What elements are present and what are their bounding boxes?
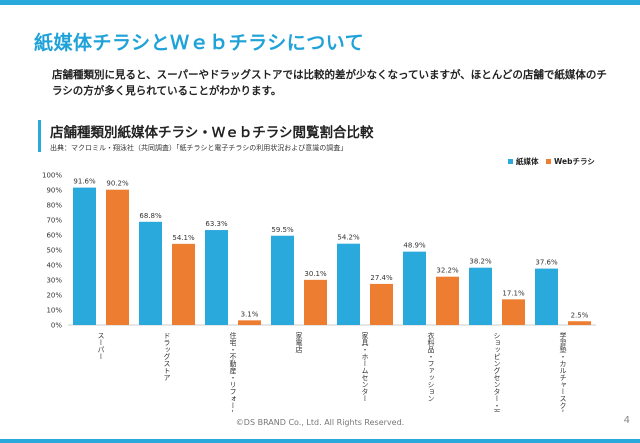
data-label: 59.5%: [271, 226, 294, 234]
data-label: 30.1%: [304, 270, 327, 278]
bar: [469, 267, 492, 325]
data-label: 38.2%: [469, 258, 492, 266]
data-label: 68.8%: [139, 212, 162, 220]
data-label: 90.2%: [106, 180, 129, 188]
bar: [238, 320, 261, 325]
bar: [502, 299, 525, 325]
data-label: 54.2%: [337, 234, 360, 242]
x-tick-label: 学習塾・カルチャースクール: [559, 331, 567, 412]
chart-source: 出典：マクロミル・翔泳社（共同調査）「紙チラシと電子チラシの利用状況および意識の…: [50, 144, 348, 152]
y-tick-label: 40%: [46, 262, 62, 270]
data-label: 37.6%: [535, 259, 558, 267]
x-tick-label: 住宅・不動産・リフォーム: [229, 331, 237, 412]
data-label: 27.4%: [370, 274, 393, 282]
bar: [73, 187, 96, 325]
data-label: 91.6%: [73, 178, 96, 186]
bar: [403, 251, 426, 325]
y-tick-label: 80%: [46, 202, 62, 210]
slide-title: 紙媒体チラシとＷｅｂチラシについて: [34, 32, 365, 54]
data-label: 3.1%: [241, 310, 259, 318]
x-tick-label: ショッピングセンター・百貨店: [493, 332, 501, 412]
legend-swatch: [508, 159, 513, 164]
y-tick-label: 0%: [51, 322, 62, 330]
bar: [337, 243, 360, 325]
legend-label: Webチラシ: [554, 157, 595, 166]
y-tick-label: 50%: [46, 247, 62, 255]
chart-title: 店舗種類別紙媒体チラシ・Ｗｅｂチラシ閲覧割合比較: [50, 125, 374, 141]
bar: [139, 221, 162, 325]
y-tick-label: 20%: [46, 292, 62, 300]
page-number: 4: [623, 415, 630, 426]
data-label: 54.1%: [172, 234, 195, 242]
bar: [370, 283, 393, 325]
data-label: 17.1%: [502, 289, 525, 297]
bar: [205, 230, 228, 325]
data-label: 2.5%: [571, 311, 589, 319]
x-tick-label: スーパー: [97, 332, 105, 360]
data-label: 32.2%: [436, 267, 459, 275]
copyright: ©DS BRAND Co., Ltd. All Rights Reserved.: [235, 418, 405, 427]
bar: [304, 279, 327, 325]
data-label: 63.3%: [205, 220, 228, 228]
y-tick-label: 100%: [42, 172, 62, 180]
y-tick-label: 10%: [46, 307, 62, 315]
bar: [106, 189, 129, 325]
x-tick-label: ドラッグストア: [163, 332, 171, 381]
y-tick-label: 70%: [46, 217, 62, 225]
bottom-accent-bar: [0, 439, 640, 443]
bar-chart: 0% 10% 20% 30% 40% 50% 60% 70% 80% 90% 100% 91.6% 90…: [42, 156, 596, 412]
x-tick-label: 家電店: [295, 331, 303, 354]
legend-swatch: [546, 159, 551, 164]
bar: [568, 321, 591, 325]
x-tick-label: 家具・ホームセンター: [361, 331, 369, 402]
bar: [436, 276, 459, 325]
x-tick-label: 衣料品・ファッション: [427, 331, 435, 402]
y-tick-label: 60%: [46, 232, 62, 240]
lead-paragraph: 店舗種類別に見ると、スーパーやドラッグストアでは比較的差が少なくなっていますが、…: [52, 69, 607, 97]
bar: [535, 268, 558, 325]
bar: [271, 235, 294, 325]
data-label: 48.9%: [403, 242, 426, 250]
y-tick-label: 90%: [46, 187, 62, 195]
legend-label: 紙媒体: [516, 156, 539, 166]
bar: [172, 243, 195, 325]
y-tick-label: 30%: [46, 277, 62, 285]
top-accent-bar: [0, 0, 640, 5]
chart-title-marker: [38, 120, 41, 152]
